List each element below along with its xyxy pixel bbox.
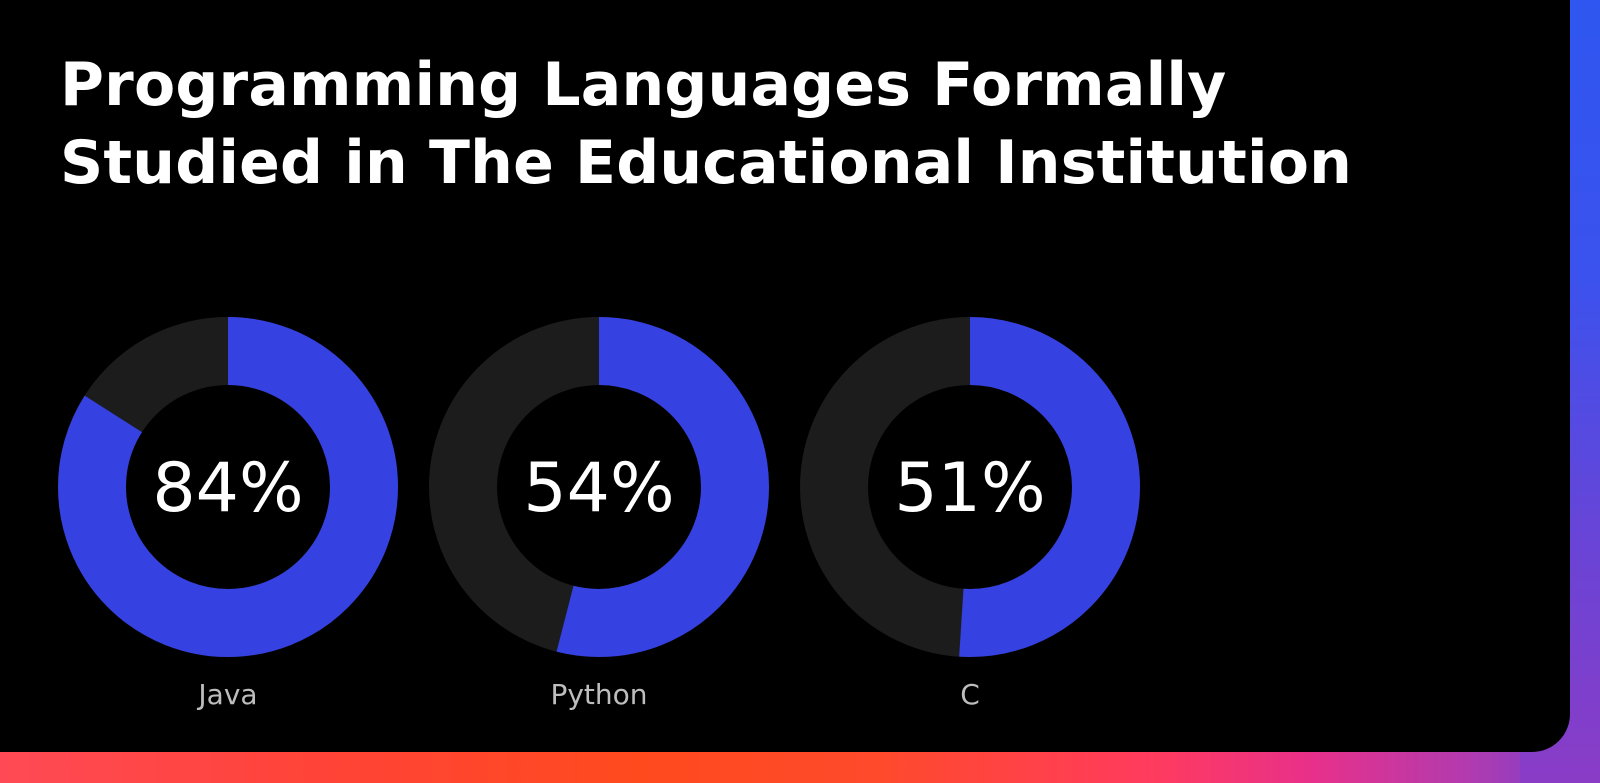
chart-title-line-1: Programming Languages Formally (60, 50, 1227, 120)
chart-title: Programming Languages Formally Studied i… (60, 46, 1360, 202)
chart-title-line-2: Studied in The Educational Institution (60, 128, 1353, 198)
chart-card: Programming Languages Formally Studied i… (60, 46, 1360, 202)
